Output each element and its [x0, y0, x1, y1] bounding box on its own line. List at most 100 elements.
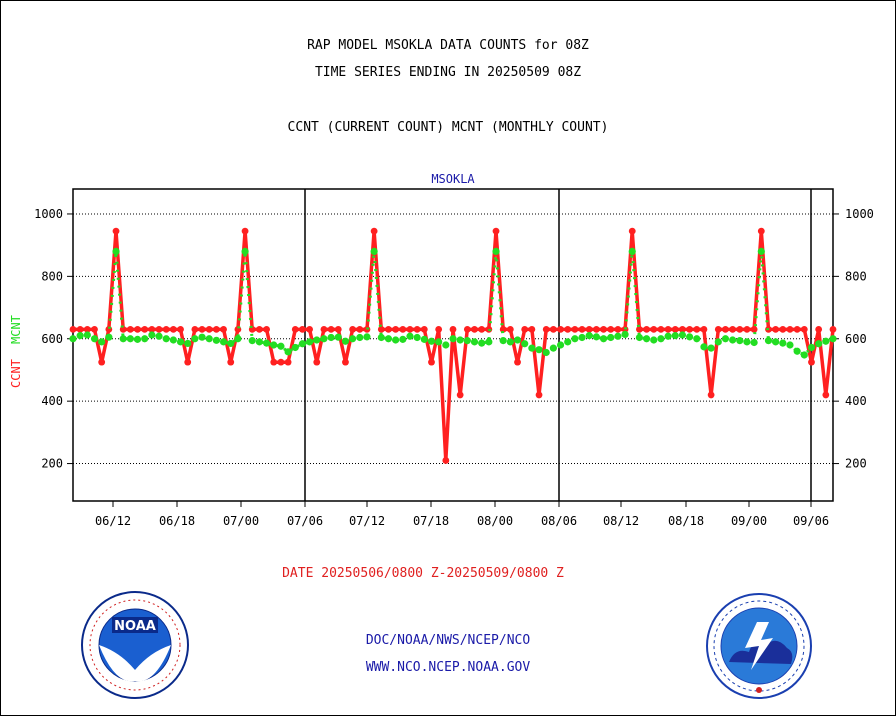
- data-point-ccnt: [557, 326, 564, 333]
- data-point-ccnt: [177, 326, 184, 333]
- data-point-ccnt: [291, 326, 299, 333]
- data-point-mcnt: [743, 338, 751, 346]
- data-point-mcnt: [772, 338, 780, 346]
- data-point-ccnt: [528, 326, 536, 333]
- data-point-mcnt: [793, 347, 801, 355]
- plot-title: MSOKLA: [431, 172, 475, 186]
- data-point-mcnt: [642, 335, 651, 343]
- data-point-mcnt: [69, 335, 77, 343]
- doc-link[interactable]: DOC/NOAA/NWS/NCEP/NCO: [365, 633, 531, 648]
- data-point-ccnt: [277, 358, 285, 366]
- data-point-mcnt: [578, 333, 586, 342]
- data-point-mcnt: [492, 247, 500, 255]
- data-point-ccnt: [671, 326, 679, 333]
- data-point-ccnt: [650, 326, 658, 333]
- data-point-mcnt: [363, 333, 371, 341]
- data-point-mcnt: [535, 346, 543, 354]
- data-point-mcnt: [313, 336, 321, 344]
- data-point-ccnt: [757, 227, 765, 235]
- x-tick-label: 06/18: [159, 514, 195, 528]
- data-point-ccnt: [492, 227, 500, 235]
- data-point-mcnt: [686, 333, 694, 341]
- data-point-mcnt: [635, 333, 644, 342]
- data-point-ccnt: [686, 326, 694, 333]
- data-point-mcnt: [592, 333, 600, 341]
- data-point-mcnt: [721, 335, 730, 343]
- data-point-mcnt: [599, 335, 608, 343]
- y-tick-label-left: 400: [41, 394, 63, 408]
- data-point-mcnt: [126, 335, 134, 343]
- data-point-mcnt: [169, 336, 177, 344]
- data-point-mcnt: [650, 336, 658, 344]
- data-point-mcnt: [105, 333, 113, 341]
- data-point-mcnt: [306, 338, 314, 346]
- data-point-ccnt: [406, 326, 414, 333]
- y-tick-label-right: 600: [845, 332, 867, 346]
- x-tick-label: 06/12: [95, 514, 131, 528]
- data-point-ccnt: [478, 326, 486, 333]
- data-point-ccnt: [700, 326, 708, 333]
- data-point-mcnt: [786, 341, 794, 349]
- data-point-ccnt: [370, 227, 378, 235]
- data-point-ccnt: [750, 326, 758, 333]
- data-point-ccnt: [722, 326, 729, 333]
- data-point-mcnt: [406, 332, 414, 340]
- data-point-mcnt: [729, 336, 737, 344]
- data-point-mcnt: [184, 339, 192, 348]
- data-point-mcnt: [693, 335, 701, 343]
- data-point-ccnt: [413, 326, 421, 333]
- y-tick-label-left: 200: [41, 457, 63, 471]
- data-point-ccnt: [614, 326, 622, 333]
- data-point-ccnt: [693, 326, 701, 333]
- data-point-mcnt: [779, 339, 787, 347]
- data-point-mcnt: [83, 331, 91, 339]
- data-point-ccnt: [205, 326, 213, 333]
- nws-logo: [706, 593, 812, 699]
- data-point-mcnt: [499, 337, 507, 345]
- data-point-mcnt: [442, 341, 450, 349]
- data-point-mcnt: [270, 341, 278, 349]
- x-tick-label: 07/00: [223, 514, 259, 528]
- data-point-ccnt: [349, 326, 357, 333]
- data-point-ccnt: [399, 326, 407, 333]
- data-point-ccnt: [471, 326, 478, 333]
- data-point-mcnt: [470, 338, 479, 346]
- data-point-mcnt: [664, 332, 672, 340]
- data-point-mcnt: [549, 344, 557, 352]
- data-point-mcnt: [262, 339, 271, 347]
- data-point-ccnt: [263, 326, 270, 333]
- data-point-ccnt: [241, 227, 249, 235]
- data-point-ccnt: [148, 326, 156, 333]
- data-point-mcnt: [449, 335, 457, 343]
- data-point-mcnt: [420, 335, 428, 343]
- data-point-ccnt: [535, 391, 543, 399]
- data-point-mcnt: [750, 338, 758, 347]
- data-point-mcnt: [334, 333, 342, 341]
- data-point-mcnt: [800, 351, 808, 359]
- data-point-ccnt: [786, 326, 794, 333]
- data-point-mcnt: [757, 247, 765, 255]
- data-point-mcnt: [176, 338, 185, 346]
- data-point-mcnt: [707, 344, 715, 352]
- data-point-ccnt: [334, 326, 342, 333]
- data-point-mcnt: [112, 247, 120, 255]
- data-point-mcnt: [556, 341, 565, 349]
- data-point-mcnt: [427, 337, 436, 345]
- data-point-mcnt: [255, 338, 264, 346]
- data-point-mcnt: [829, 335, 837, 343]
- data-point-mcnt: [521, 340, 529, 348]
- y-tick-label-left: 600: [41, 332, 63, 346]
- data-point-mcnt: [413, 333, 421, 342]
- data-point-ccnt: [636, 326, 643, 333]
- data-point-mcnt: [291, 343, 299, 352]
- data-point-mcnt: [298, 340, 307, 348]
- x-tick-label: 08/18: [668, 514, 704, 528]
- data-point-mcnt: [219, 338, 228, 346]
- data-point-mcnt: [478, 339, 486, 347]
- data-point-mcnt: [700, 343, 708, 351]
- data-point-ccnt: [456, 391, 464, 399]
- y-tick-label-right: 200: [845, 457, 867, 471]
- website-link[interactable]: WWW.NCO.NCEP.NOAA.GOV: [365, 660, 531, 675]
- y-axis-label-ccnt: CCNT: [9, 359, 23, 388]
- data-point-ccnt: [506, 326, 514, 333]
